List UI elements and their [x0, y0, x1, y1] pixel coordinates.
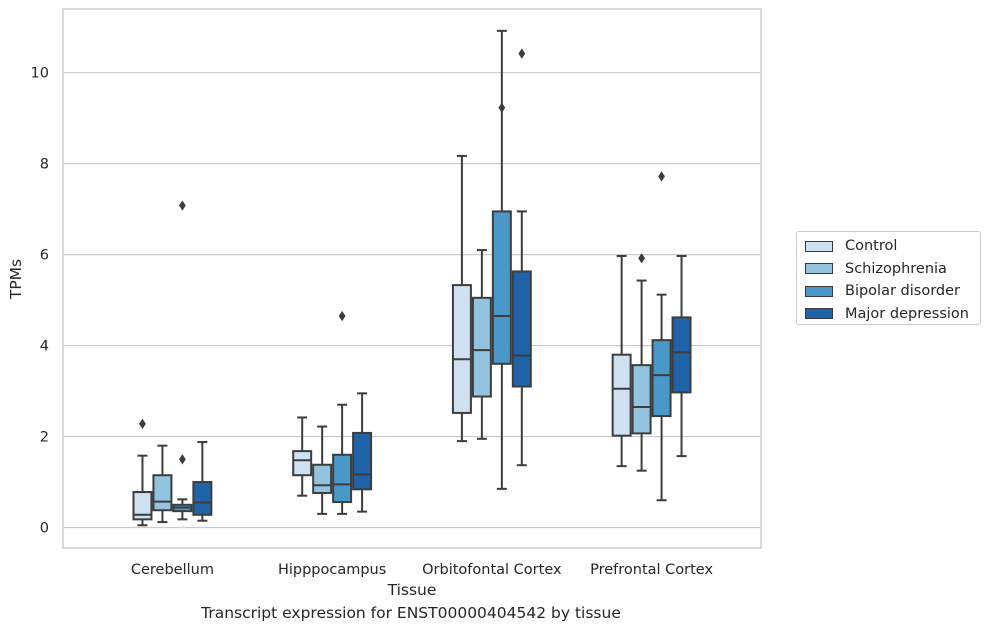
box-control: [292, 416, 313, 497]
box-major-depression: [511, 48, 532, 467]
outlier-point: [139, 418, 146, 430]
y-tick-label: 10: [31, 66, 49, 82]
gridlines: [63, 72, 761, 529]
box-bipolar-disorder: [651, 171, 672, 502]
figure-caption: Transcript expression for ENST0000040454…: [201, 604, 621, 622]
iqr-box: [491, 210, 512, 365]
legend: Control Schizophrenia Bipolar disorder Majo…: [796, 231, 981, 325]
iqr-box: [352, 431, 373, 491]
box-schizophrenia: [152, 444, 173, 524]
x-tick-label: Cerebellum: [131, 562, 214, 578]
outlier-point: [338, 310, 346, 322]
y-tick-label: 4: [40, 339, 49, 355]
iqr-box: [651, 339, 672, 418]
outlier-point: [179, 454, 186, 465]
box-control: [451, 154, 472, 443]
x-axis-ticks: Cerebellum Hipppocampus Orbitofontal Corte…: [131, 562, 714, 578]
iqr-box: [611, 353, 632, 437]
legend-swatch: [805, 240, 833, 252]
legend-swatch: [805, 263, 833, 274]
y-tick-label: 6: [40, 248, 49, 264]
outlier-point: [518, 48, 526, 59]
iqr-box: [152, 474, 173, 512]
box-groups: [132, 29, 692, 527]
legend-item: Bipolar disorder: [805, 281, 960, 301]
iqr-box: [132, 491, 153, 521]
iqr-box: [631, 364, 652, 435]
iqr-box: [312, 463, 333, 494]
legend-label: Bipolar disorder: [845, 283, 960, 299]
legend-swatch: [805, 308, 833, 319]
x-tick-label: Prefrontal Cortex: [590, 562, 713, 578]
box-bipolar-disorder: [491, 29, 512, 490]
y-axis-label: TPMs: [7, 259, 25, 300]
legend-swatch: [805, 285, 833, 297]
outlier-point: [658, 171, 665, 182]
y-tick-label: 8: [40, 157, 49, 173]
box-schizophrenia: [312, 425, 333, 515]
legend-item: Control: [805, 236, 897, 256]
legend-label: Major depression: [845, 305, 969, 322]
box-major-depression: [671, 254, 692, 458]
iqr-box: [471, 296, 492, 398]
box-bipolar-disorder: [172, 200, 193, 521]
iqr-box: [292, 450, 313, 477]
iqr-box: [671, 316, 692, 394]
box-major-depression: [192, 441, 213, 522]
box-major-depression: [352, 392, 373, 513]
legend-item: Schizophrenia: [805, 259, 947, 279]
legend-item: Major depression: [805, 304, 969, 324]
x-tick-label: Hipppocampus: [278, 562, 386, 578]
outlier-point: [179, 200, 186, 211]
iqr-box: [451, 284, 472, 414]
box-schizophrenia: [471, 249, 492, 440]
outlier-point: [498, 102, 506, 113]
box-control: [132, 418, 153, 527]
x-tick-label: Orbitofontal Cortex: [422, 562, 562, 578]
legend-label: Control: [845, 238, 898, 254]
y-axis-ticks: 0 2 4 6 8 10: [31, 66, 49, 537]
y-tick-label: 2: [40, 430, 49, 446]
iqr-box: [511, 270, 532, 388]
box-schizophrenia: [631, 253, 652, 472]
outlier-point: [638, 253, 645, 264]
x-axis-label: Tissue: [387, 581, 437, 599]
box-bipolar-disorder: [332, 310, 353, 515]
iqr-box: [192, 481, 213, 516]
iqr-box: [332, 453, 353, 504]
box-control: [611, 254, 632, 468]
legend-label: Schizophrenia: [845, 260, 947, 277]
y-tick-label: 0: [40, 521, 49, 537]
plot-frame: [62, 8, 762, 549]
